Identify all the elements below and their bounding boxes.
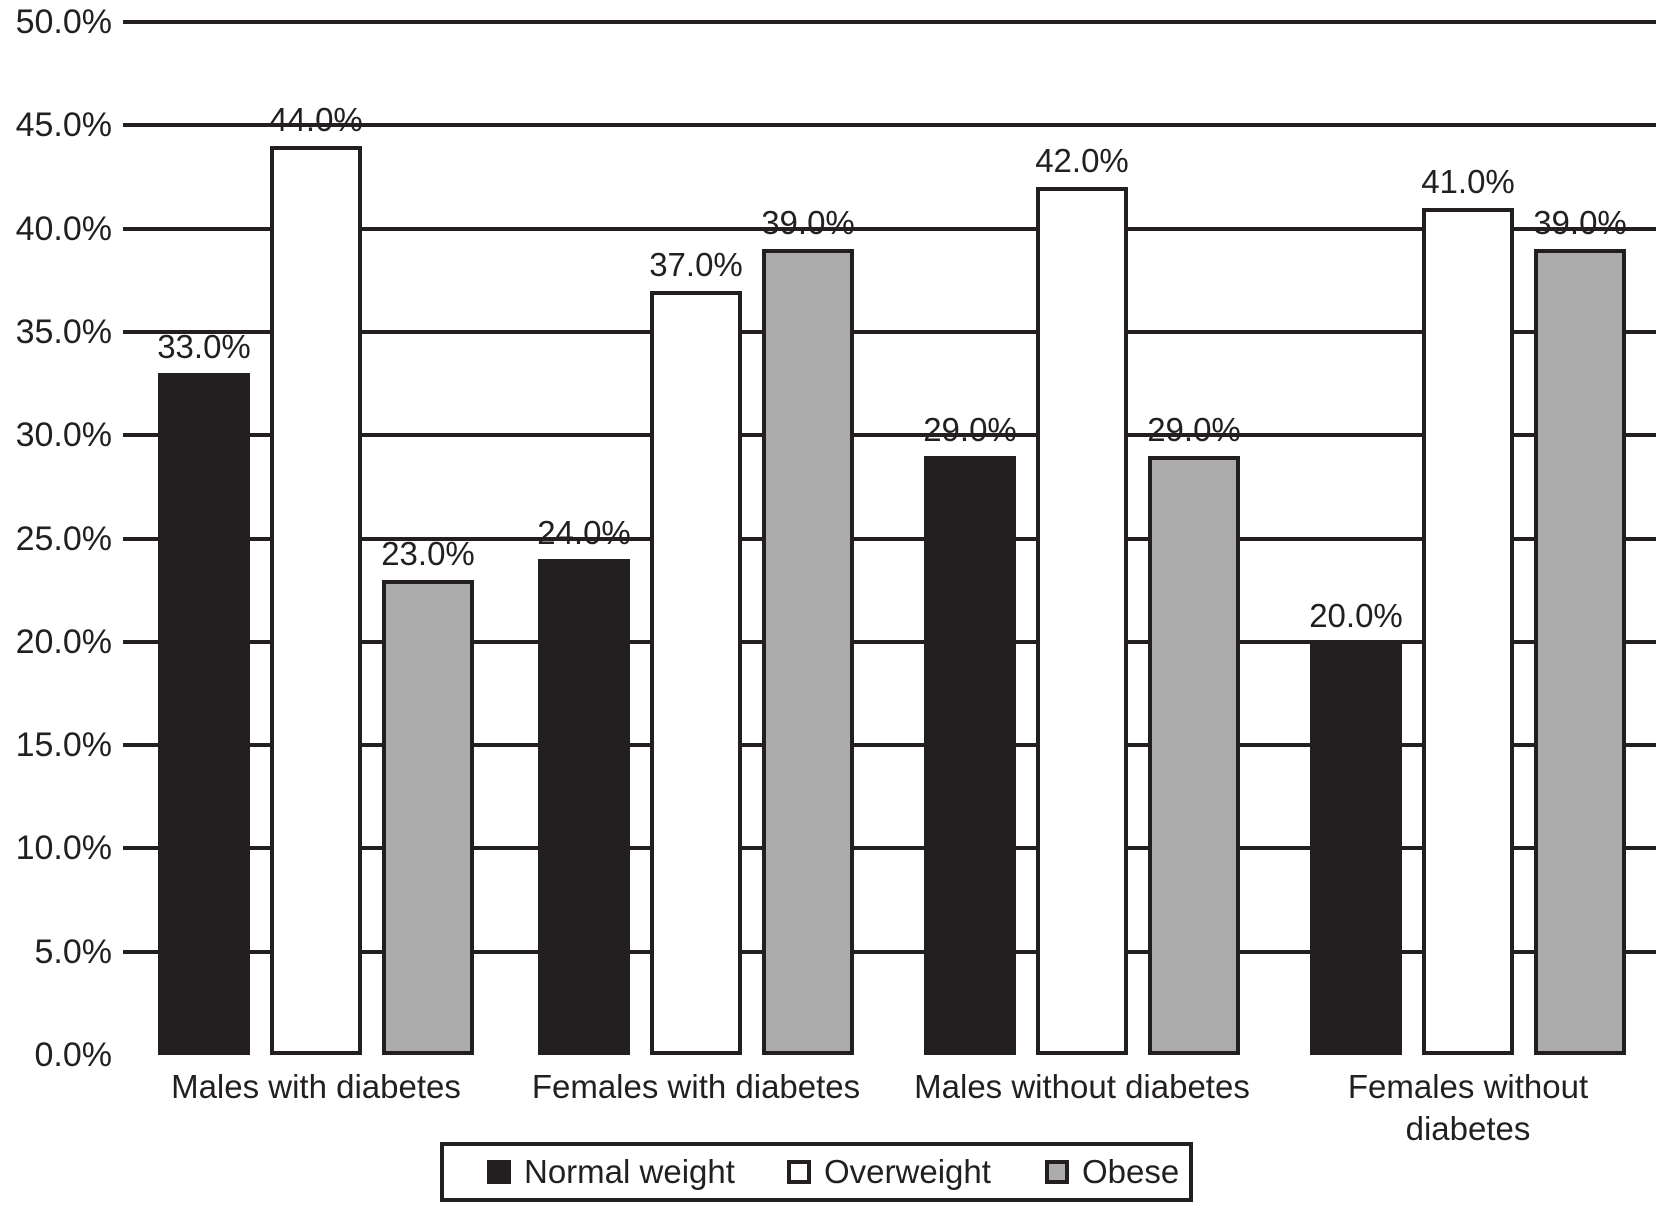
legend-label: Overweight <box>824 1153 991 1190</box>
gridline-15 <box>123 743 1656 748</box>
bar-normal-weight-group2 <box>538 559 630 1055</box>
category-label-group3: Males without diabetes <box>914 1068 1250 1105</box>
bar-normal-weight-group1 <box>158 373 250 1055</box>
y-axis-tick-label: 45.0% <box>15 106 112 145</box>
bar-normal-weight-group4 <box>1310 641 1402 1055</box>
y-axis-tick-label: 15.0% <box>15 726 112 765</box>
gridline-20 <box>123 639 1656 644</box>
legend-item-overweight: Overweight <box>787 1146 991 1198</box>
bar-value-label: 41.0% <box>1421 162 1515 200</box>
bar-normal-weight-group3 <box>924 455 1016 1055</box>
legend-swatch-normal-weight <box>487 1160 511 1184</box>
bar-value-label: 39.0% <box>761 204 855 242</box>
y-axis-tick-label: 0.0% <box>34 1036 113 1074</box>
bar-overweight-group4 <box>1422 207 1514 1055</box>
bar-value-label: 33.0% <box>157 328 251 366</box>
bar-value-label: 24.0% <box>537 514 631 552</box>
bar-value-label: 39.0% <box>1533 204 1627 242</box>
bar-value-label: 44.0% <box>269 100 363 138</box>
bar-overweight-group1 <box>270 145 362 1055</box>
y-axis-tick-label: 10.0% <box>15 829 112 868</box>
legend-item-normal-weight: Normal weight <box>487 1146 735 1198</box>
bar-value-label: 29.0% <box>923 410 1017 448</box>
bar-obese-group3 <box>1148 455 1240 1055</box>
bar-obese-group4 <box>1534 249 1626 1055</box>
bar-value-label: 20.0% <box>1309 596 1403 634</box>
gridline-50 <box>123 20 1656 24</box>
bar-value-label: 37.0% <box>649 245 743 283</box>
category-label-group1: Males with diabetes <box>171 1068 461 1105</box>
legend-swatch-obese <box>1045 1160 1069 1184</box>
y-axis-tick-label: 30.0% <box>15 416 112 455</box>
bar-value-label: 42.0% <box>1035 142 1129 180</box>
gridline-25 <box>123 536 1656 541</box>
legend-item-obese: Obese <box>1045 1146 1179 1198</box>
y-axis-tick-label: 35.0% <box>15 312 112 351</box>
gridline-40 <box>123 226 1656 231</box>
bar-obese-group1 <box>382 579 474 1055</box>
category-label-group4: Females without diabetes <box>1347 1068 1589 1147</box>
category-label-group2: Females with diabetes <box>531 1068 861 1105</box>
y-axis-tick-label: 20.0% <box>15 622 112 661</box>
y-axis-tick-label: 25.0% <box>15 519 112 558</box>
y-axis-tick-label: 5.0% <box>34 932 113 971</box>
bar-value-label: 23.0% <box>381 534 475 572</box>
gridline-45 <box>123 123 1656 128</box>
legend-label: Obese <box>1082 1153 1180 1190</box>
gridline-5 <box>123 949 1656 954</box>
bar-overweight-group3 <box>1036 187 1128 1055</box>
legend-swatch-overweight <box>787 1160 811 1184</box>
y-axis-tick-label: 40.0% <box>15 209 112 248</box>
y-axis-tick-label: 50.0% <box>15 3 112 41</box>
legend-label: Normal weight <box>524 1153 735 1190</box>
bar-obese-group2 <box>762 249 854 1055</box>
bar-overweight-group2 <box>650 290 742 1055</box>
gridline-30 <box>123 433 1656 438</box>
legend: Normal weight Overweight Obese <box>440 1142 1193 1202</box>
gridline-35 <box>123 329 1656 334</box>
bar-value-label: 29.0% <box>1147 410 1241 448</box>
gridline-10 <box>123 846 1656 851</box>
